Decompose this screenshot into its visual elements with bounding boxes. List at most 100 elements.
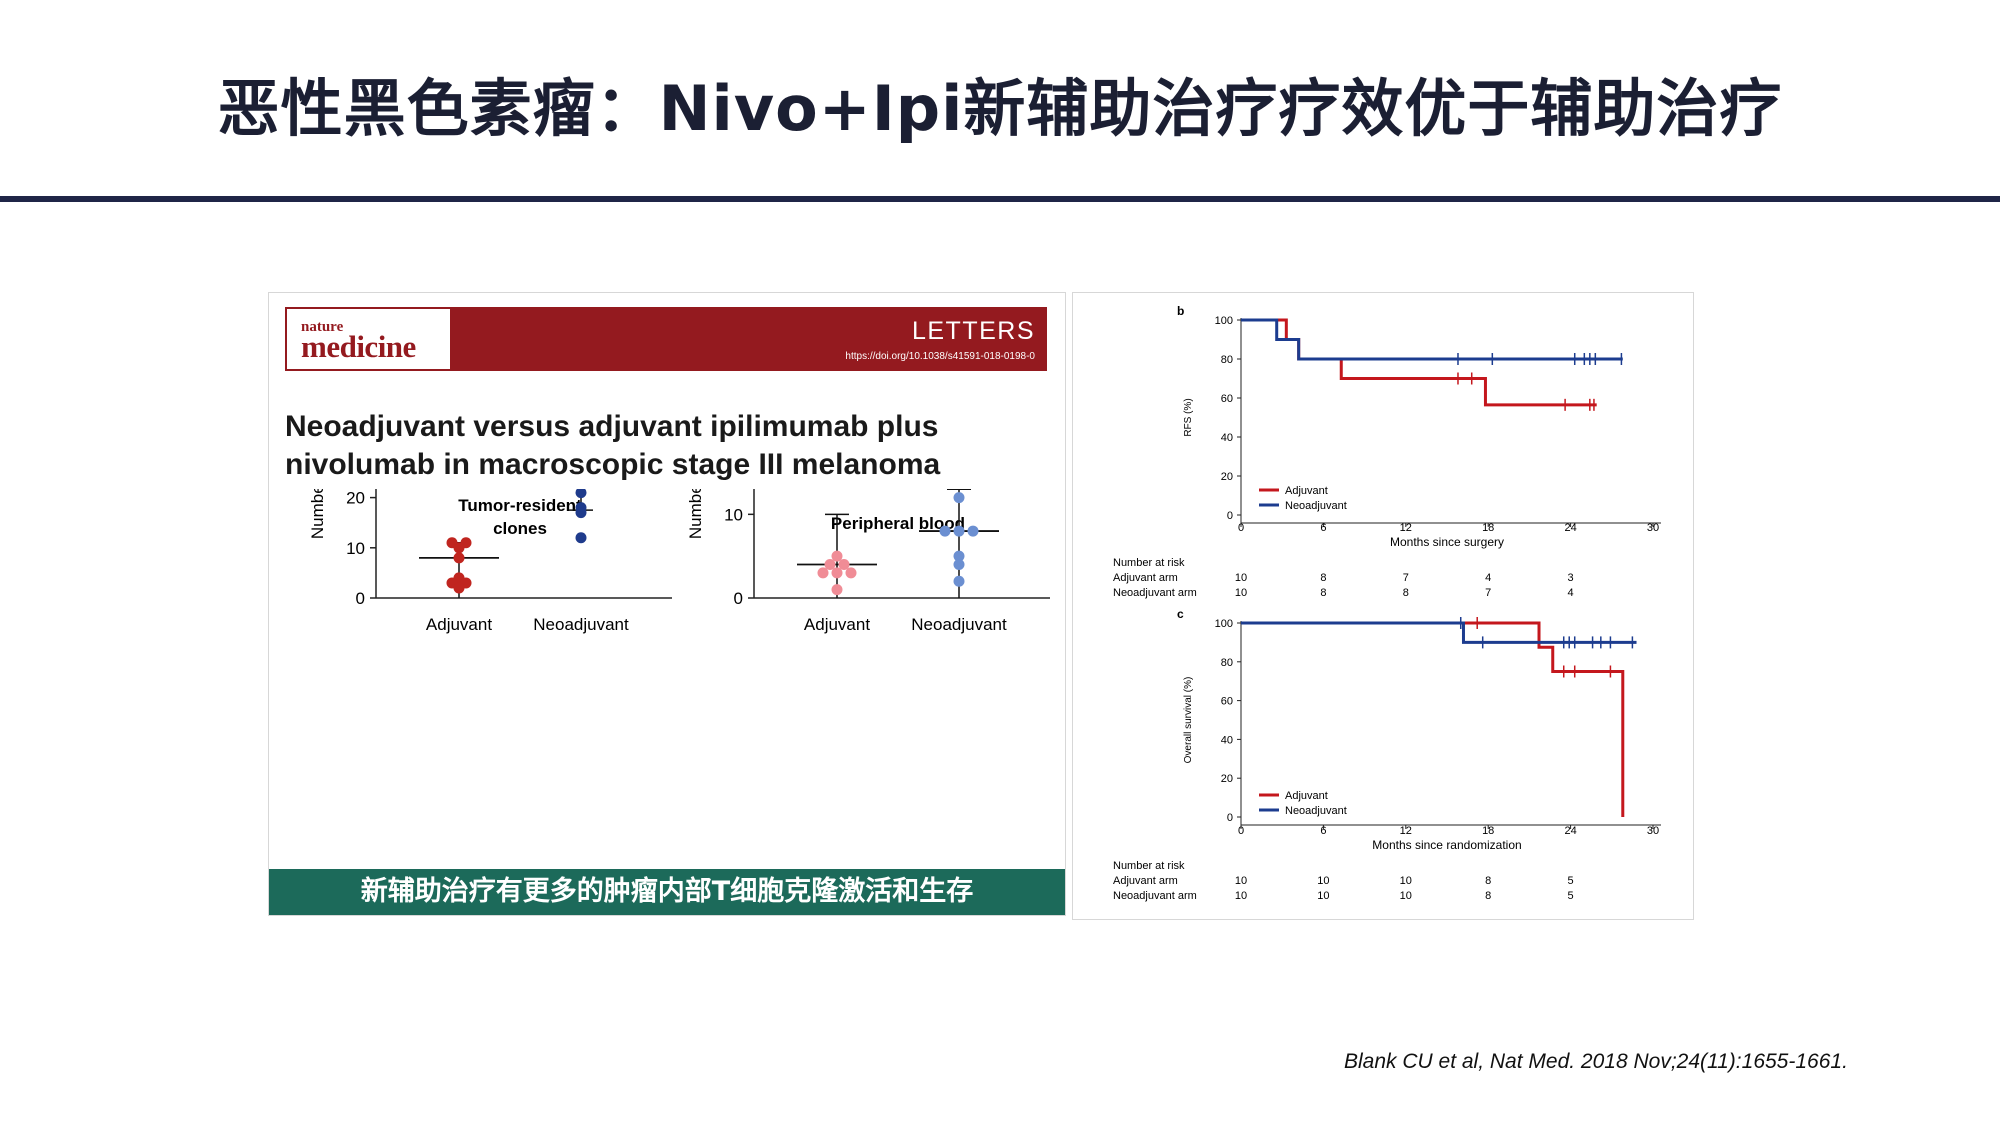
risk-value: 7	[1485, 587, 1491, 599]
x-tick-label: 6	[1320, 522, 1326, 534]
x-tick-label: 24	[1564, 522, 1576, 534]
data-point	[824, 559, 836, 571]
y-tick-label: 40	[1221, 734, 1233, 746]
caption-bar: 新辅助治疗有更多的肿瘤内部T细胞克隆激活和生存	[269, 869, 1065, 915]
title-divider	[0, 196, 2000, 202]
y-tick-label: 0	[1227, 812, 1233, 824]
data-point	[953, 559, 965, 571]
risk-value: 5	[1568, 875, 1574, 887]
data-point	[817, 567, 829, 579]
legend-label: Neoadjuvant	[1285, 805, 1347, 817]
x-tick-label: 24	[1564, 825, 1576, 837]
x-tick-label: 18	[1482, 522, 1494, 534]
paper-title-line1: Neoadjuvant versus adjuvant ipilimumab p…	[285, 410, 939, 443]
risk-value: 10	[1235, 572, 1247, 584]
data-point	[953, 575, 965, 587]
risk-table-header: Number at risk	[1113, 860, 1185, 872]
risk-value: 3	[1568, 572, 1574, 584]
y-axis-label: Overall survival (%)	[1183, 677, 1194, 764]
y-axis-label: Number of clones	[308, 489, 327, 539]
risk-row-label: Neoadjuvant arm	[1113, 587, 1197, 599]
journal-logo: nature medicine	[287, 309, 450, 369]
paper-title: Neoadjuvant versus adjuvant ipilimumab p…	[285, 408, 1055, 484]
x-tick-label: 30	[1647, 522, 1659, 534]
slide-title: 恶性黑色素瘤：Nivo+Ipi新辅助治疗疗效优于辅助治疗	[217, 72, 1783, 145]
risk-value: 10	[1317, 890, 1329, 902]
y-tick-label: 10	[724, 505, 743, 524]
data-point	[845, 567, 857, 579]
data-point	[831, 567, 843, 579]
risk-value: 5	[1568, 890, 1574, 902]
risk-value: 10	[1317, 875, 1329, 887]
data-point	[575, 507, 587, 519]
risk-row-label: Neoadjuvant arm	[1113, 890, 1197, 902]
paper-figure-panel: nature medicine LETTERS https://doi.org/…	[268, 292, 1066, 916]
risk-value: 8	[1485, 875, 1491, 887]
y-tick-label: 0	[734, 589, 743, 608]
x-tick-label: 0	[1238, 825, 1244, 837]
journal-section: LETTERS	[911, 317, 1035, 345]
y-tick-label: 100	[1215, 315, 1233, 327]
y-tick-label: 40	[1221, 432, 1233, 444]
y-tick-label: 80	[1221, 657, 1233, 669]
risk-value: 7	[1403, 572, 1409, 584]
chart-title: Tumor-resident	[458, 496, 582, 515]
x-tick-label: 6	[1320, 825, 1326, 837]
survival-curve	[1241, 621, 1625, 817]
chart-title: Peripheral blood	[831, 514, 965, 533]
y-axis-label: Number of clones	[686, 489, 705, 539]
x-axis-label: Months since surgery	[1390, 535, 1504, 549]
paper-title-line2: nivolumab in macroscopic stage III melan…	[285, 448, 941, 481]
y-tick-label: 80	[1221, 354, 1233, 366]
survival-curve	[1241, 318, 1623, 361]
data-point	[953, 525, 965, 537]
risk-value: 10	[1235, 890, 1247, 902]
y-tick-label: 20	[1221, 471, 1233, 483]
survival-curve	[1241, 318, 1597, 407]
data-point	[967, 525, 979, 537]
citation: Blank CU et al, Nat Med. 2018 Nov;24(11)…	[1344, 1050, 1848, 1073]
journal-logo-line2: medicine	[301, 329, 416, 364]
data-point	[575, 532, 587, 544]
x-tick-label: 12	[1400, 825, 1412, 837]
y-tick-label: 0	[1227, 510, 1233, 522]
x-tick-label: 0	[1238, 522, 1244, 534]
data-point	[831, 584, 843, 596]
risk-row-label: Adjuvant arm	[1113, 572, 1178, 584]
data-point	[953, 550, 965, 562]
x-category-label: Neoadjuvant	[911, 615, 1007, 634]
y-tick-label: 60	[1221, 393, 1233, 405]
chart-title: clones	[493, 519, 547, 538]
risk-value: 10	[1400, 875, 1412, 887]
risk-value: 10	[1235, 587, 1247, 599]
y-tick-label: 0	[356, 589, 365, 608]
x-category-label: Neoadjuvant	[533, 615, 629, 634]
x-axis-label: Months since randomization	[1372, 838, 1521, 852]
legend-label: Adjuvant	[1285, 790, 1328, 802]
y-tick-label: 100	[1215, 618, 1233, 630]
journal-logo-line1: nature	[301, 319, 344, 335]
risk-table-header: Number at risk	[1113, 557, 1185, 569]
x-category-label: Adjuvant	[426, 615, 492, 634]
x-tick-label: 30	[1647, 825, 1659, 837]
data-point	[953, 492, 965, 504]
risk-value: 8	[1320, 572, 1326, 584]
risk-value: 4	[1568, 587, 1574, 599]
risk-value: 4	[1485, 572, 1491, 584]
y-axis-label: RFS (%)	[1183, 398, 1194, 436]
survival-figure-panel: b 0 20 40 60 80 100 0 6 12 18 24 30 Months since surg…	[1072, 292, 1694, 920]
journal-header: nature medicine LETTERS https://doi.org/…	[285, 307, 1047, 371]
data-point	[453, 542, 465, 554]
data-point	[838, 559, 850, 571]
risk-value: 10	[1400, 890, 1412, 902]
x-category-label: Adjuvant	[804, 615, 870, 634]
survival-curve	[1241, 621, 1637, 644]
clone-dot-plots: bTumor-residentclones01020304050Number o…	[308, 489, 1050, 634]
data-point	[453, 552, 465, 564]
y-tick-label: 20	[346, 489, 365, 508]
data-point	[575, 489, 587, 499]
journal-doi: https://doi.org/10.1038/s41591-018-0198-…	[845, 351, 1035, 362]
data-point	[939, 525, 951, 537]
plot-area: 01020304050Number of clonesAdjuvantNeoad…	[308, 489, 672, 634]
plot-area: 0102030Number of clonesAdjuvantNeoadjuva…	[686, 489, 1050, 634]
